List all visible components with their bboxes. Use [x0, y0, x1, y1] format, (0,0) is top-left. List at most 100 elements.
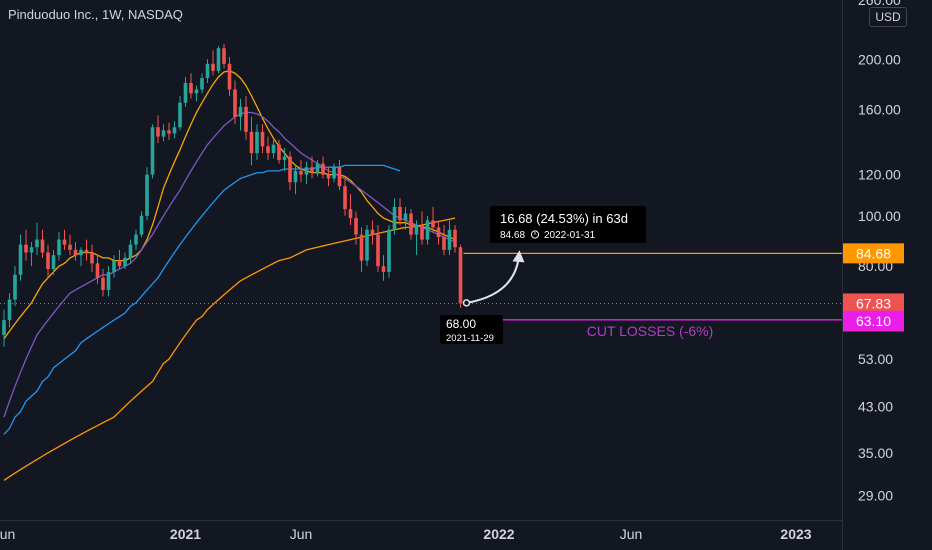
candle	[156, 115, 160, 144]
candle-body	[145, 174, 149, 216]
start-tooltip-box	[440, 315, 503, 344]
candle	[35, 222, 39, 256]
candle-body	[376, 234, 380, 267]
candle-body	[139, 215, 144, 235]
candle	[73, 242, 78, 261]
candle	[370, 220, 375, 245]
candle-body	[238, 106, 243, 117]
candles	[2, 43, 463, 347]
candle-body	[2, 320, 6, 335]
ma-long-line	[3, 217, 456, 481]
candle-body	[260, 131, 265, 147]
candle-body	[101, 277, 105, 290]
candle	[282, 148, 287, 171]
candle	[101, 269, 105, 297]
candle	[453, 225, 457, 253]
candle-body	[7, 299, 12, 321]
candle	[299, 160, 303, 183]
candle	[183, 76, 188, 107]
candle-body	[40, 239, 45, 253]
candle-body	[326, 174, 331, 179]
candle	[249, 116, 254, 166]
candle-body	[420, 225, 424, 240]
candle-body	[51, 255, 56, 270]
candle-body	[13, 274, 17, 300]
y-tick-label: 160.00	[858, 102, 901, 118]
y-tick-label: 29.00	[858, 487, 893, 503]
candle	[68, 234, 72, 256]
x-tick-label: Jun	[620, 526, 643, 542]
target-price-tag: 84.68	[843, 243, 904, 264]
candle-body	[277, 144, 281, 161]
x-tick-label: 2021	[170, 526, 201, 542]
candle	[139, 211, 144, 238]
range-tooltip: 16.68 (24.53%) in 63d 84.68 2022-01-31	[490, 206, 646, 243]
candle-body	[134, 234, 138, 245]
candle	[79, 247, 83, 267]
candle-body	[46, 252, 50, 270]
candle-body	[178, 102, 182, 128]
candle	[134, 229, 138, 250]
price-axis-panel	[842, 0, 932, 550]
candle	[381, 255, 386, 281]
candle	[7, 293, 12, 328]
x-tick-label: Jun	[290, 526, 313, 542]
candle	[2, 309, 6, 347]
candle-body	[117, 260, 122, 267]
candle	[84, 239, 89, 261]
projection-arrow	[466, 259, 520, 304]
y-tick-label: 35.00	[858, 445, 893, 461]
candle-body	[205, 63, 210, 79]
candle	[233, 80, 237, 125]
candle-body	[57, 239, 61, 256]
candle-body	[62, 239, 67, 245]
candle	[24, 229, 28, 261]
candle	[403, 206, 408, 230]
candle-body	[381, 266, 386, 272]
candle	[447, 220, 452, 256]
target-price-tag-text: 84.68	[856, 245, 891, 261]
candle-body	[128, 244, 133, 258]
candle-body	[35, 239, 39, 248]
candle	[288, 151, 292, 191]
candle	[46, 244, 50, 278]
candle	[95, 255, 100, 284]
candle	[458, 244, 463, 308]
start-value-label: 68.00	[446, 317, 476, 331]
candle-body	[392, 206, 397, 230]
currency-button[interactable]: USD	[869, 7, 907, 27]
candle-body	[370, 229, 375, 235]
range-detail: 84.68	[500, 230, 525, 241]
candle	[161, 124, 166, 142]
candle	[150, 124, 155, 179]
candle	[376, 225, 380, 272]
candle-body	[453, 229, 457, 248]
candle	[90, 244, 94, 272]
ma-fast-line	[3, 70, 456, 340]
candle-body	[233, 89, 237, 117]
candle-body	[150, 127, 155, 175]
candle-body	[156, 127, 160, 137]
candle-body	[255, 131, 259, 154]
candle-body	[442, 237, 446, 250]
candle-body	[194, 89, 199, 94]
candle	[222, 43, 226, 69]
candle-body	[84, 249, 89, 253]
candle	[244, 95, 248, 140]
stop-label: CUT LOSSES (-6%)	[587, 323, 714, 339]
candle-body	[95, 263, 100, 278]
candle	[216, 46, 221, 74]
candle-body	[403, 213, 408, 221]
candle	[420, 211, 424, 245]
candle	[310, 156, 314, 179]
y-tick-label: 43.00	[858, 398, 893, 414]
candle	[277, 139, 281, 164]
candle	[436, 220, 441, 245]
candle-body	[211, 63, 215, 71]
candle-body	[310, 167, 314, 173]
candle	[172, 121, 177, 139]
candle	[128, 239, 133, 264]
